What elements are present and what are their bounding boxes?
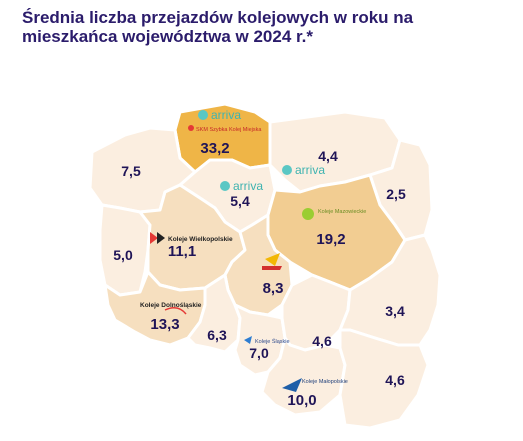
logo-koleje-slaskie: Koleje Śląskie [244, 336, 290, 345]
logo-arriva-pomorskie: arriva [198, 108, 241, 122]
region-value-label: 4,4 [318, 148, 338, 164]
logo-arriva-label: arriva [295, 163, 325, 177]
logo-koleje-malopolskie: Koleje Małopolskie [282, 378, 348, 392]
region-value-label: 7,0 [249, 345, 269, 361]
region-podkarpackie [338, 328, 430, 430]
logo-koleje-dolnoslaskie: Koleje Dolnośląskie [140, 302, 202, 315]
logo-arriva-warmia: arriva [282, 163, 325, 177]
region-value-label: 2,5 [386, 186, 406, 202]
logo-kw-label: Koleje Wielkopolskie [168, 236, 233, 243]
region-value-label: 33,2 [200, 140, 229, 157]
region-lodzkie [223, 213, 294, 317]
chart-title: Średnia liczba przejazdów kolejowych w r… [22, 8, 414, 46]
region-value-label: 4,6 [312, 333, 332, 349]
region-value-label: 11,1 [168, 243, 196, 260]
region-value-label: 4,6 [385, 372, 405, 388]
logo-koleje-mazowieckie: Koleje Mazowieckie [302, 208, 366, 220]
region-value-label: 19,2 [316, 231, 345, 248]
region-value-label: 13,3 [150, 316, 179, 333]
region-value-label: 8,3 [263, 280, 284, 297]
region-value-label: 7,5 [121, 163, 141, 179]
logo-kd-label: Koleje Dolnośląskie [140, 302, 202, 309]
region-value-label: 5,4 [230, 193, 250, 209]
logo-arriva-kujawy: arriva [220, 179, 263, 193]
logo-km-label: Koleje Małopolskie [302, 379, 348, 385]
logo-ks-label: Koleje Śląskie [255, 337, 290, 345]
logo-arriva-label: arriva [233, 179, 263, 193]
logo-lka [262, 253, 282, 270]
logo-koleje-wielkopolskie: Koleje Wielkopolskie [150, 232, 233, 244]
region-value-label: 3,4 [385, 303, 405, 319]
logo-skm: SKM Szybka Kolej Miejska [188, 125, 262, 133]
region-value-label: 5,0 [113, 247, 133, 263]
region-value-label: 6,3 [207, 327, 227, 343]
region-value-label: 10,0 [287, 392, 316, 409]
region-opolskie [186, 273, 242, 354]
logo-km-label: Koleje Mazowieckie [318, 209, 366, 215]
logo-skm-label: SKM Szybka Kolej Miejska [196, 127, 262, 133]
logo-arriva-label: arriva [211, 108, 241, 122]
